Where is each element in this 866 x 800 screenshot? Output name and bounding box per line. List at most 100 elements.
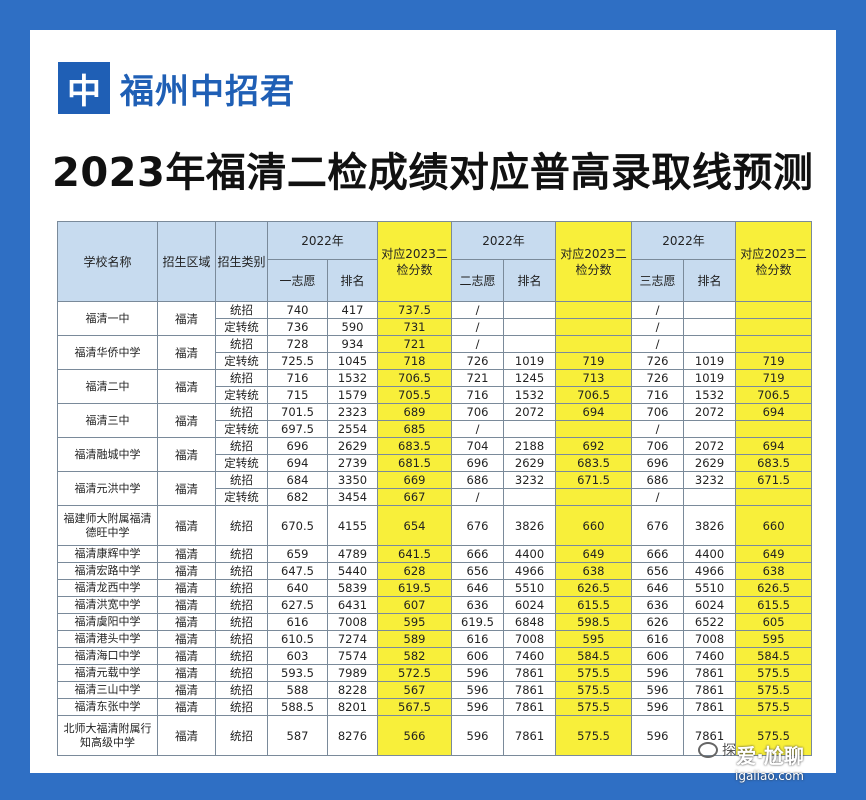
type-cell: 统招 (215, 579, 268, 597)
brand-logo: 中 (58, 62, 110, 114)
score-cell: 706.5 (555, 386, 633, 404)
score-cell: 2188 (503, 437, 557, 455)
table-body: 福清一中 福清 统招 740 417 737.5// 定转统 736 590 731// 福清华侨中… (57, 301, 813, 756)
score-cell: 682 (267, 488, 328, 506)
score-cell: 636 (451, 596, 505, 614)
score-cell: 6024 (503, 596, 557, 614)
score-cell: 686 (451, 471, 505, 489)
score-cell: 701.5 (267, 403, 328, 421)
score-cell: / (451, 335, 505, 353)
header-school: 学校名称 (57, 221, 158, 302)
score-cell: 706 (631, 437, 685, 455)
page-title: 2023年福清二检成绩对应普高录取线预测 (52, 150, 814, 196)
score-cell: 694 (555, 403, 633, 421)
score-cell: 5510 (683, 579, 737, 597)
score-cell: 596 (451, 715, 505, 756)
score-cell (683, 301, 737, 319)
area-cell: 福清 (157, 613, 216, 631)
score-cell: / (631, 318, 685, 336)
type-cell: 统招 (215, 403, 268, 421)
score-cell: 4400 (683, 545, 737, 563)
type-cell: 统招 (215, 596, 268, 614)
score-cell: 6848 (503, 613, 557, 631)
score-cell: 726 (631, 352, 685, 370)
score-cell: 2323 (326, 403, 379, 421)
score-cell: 671.5 (555, 471, 633, 489)
school-name-cell: 福建师大附属福清德旺中学 (57, 505, 158, 546)
score-cell: 4966 (503, 562, 557, 580)
score-cell (555, 318, 633, 336)
score-cell: 726 (451, 352, 505, 370)
score-cell (683, 335, 737, 353)
score-cell: 588.5 (267, 698, 328, 716)
table-row: 福清华侨中学 福清 统招 728 934 721// (57, 335, 813, 370)
score-cell (735, 318, 813, 336)
score-cell: 696 (267, 437, 328, 455)
score-cell: 683.5 (735, 454, 813, 472)
score-cell: 616 (267, 613, 328, 631)
score-cell: 681.5 (377, 454, 453, 472)
area-cell: 福清 (157, 596, 216, 614)
header-type: 招生类别 (215, 221, 268, 302)
score-cell: 588 (267, 681, 328, 699)
score-cell: 596 (451, 698, 505, 716)
school-name-cell: 福清元洪中学 (57, 471, 158, 506)
score-cell: 619.5 (451, 613, 505, 631)
score-cell: 686 (631, 471, 685, 489)
type-cell: 统招 (215, 664, 268, 682)
score-cell: 417 (326, 301, 379, 319)
score-cell: 575.5 (735, 715, 813, 756)
score-cell: / (631, 488, 685, 506)
table-row: 定转统 694 2739 681.5 696 2629 683.5 696 2629 683.5 (58, 454, 813, 472)
score-cell: 567 (377, 681, 453, 699)
score-cell: 575.5 (555, 681, 633, 699)
table-row: 福清宏路中学 福清 统招 647.5 5440 628 656 4966 638 656 4966 6… (57, 562, 813, 580)
score-cell: 7861 (503, 698, 557, 716)
score-cell: 590 (326, 318, 379, 336)
score-cell: 626.5 (555, 579, 633, 597)
score-cell: 6522 (683, 613, 737, 631)
score-cell: 670.5 (267, 505, 328, 546)
score-cell: 3232 (503, 471, 557, 489)
score-cell: 2554 (326, 420, 379, 438)
type-cell: 定转统 (215, 318, 268, 336)
score-cell: 610.5 (267, 630, 328, 648)
score-cell: 5510 (503, 579, 557, 597)
score-cell: 616 (451, 630, 505, 648)
school-name-cell: 福清三山中学 (57, 681, 158, 699)
type-cell: 定转统 (215, 420, 268, 438)
area-cell: 福清 (157, 545, 216, 563)
score-cell: / (451, 301, 505, 319)
score-cell: 1019 (683, 369, 737, 387)
score-cell: 736 (267, 318, 328, 336)
header-second-choice: 二志愿 (451, 259, 505, 302)
score-cell: 718 (377, 352, 453, 370)
score-cell: 2072 (683, 437, 737, 455)
score-cell: 1532 (326, 369, 379, 387)
table-row: 福清元载中学 福清 统招 593.5 7989 572.5 596 7861 575.5 596 7… (57, 664, 813, 682)
score-cell: 694 (267, 454, 328, 472)
score-cell: 689 (377, 403, 453, 421)
score-cell: 6024 (683, 596, 737, 614)
table-row: 福清一中 福清 统招 740 417 737.5// (57, 301, 813, 336)
score-cell: 649 (735, 545, 813, 563)
area-cell: 福清 (157, 647, 216, 665)
score-cell: 575.5 (555, 698, 633, 716)
header-third-choice: 三志愿 (631, 259, 685, 302)
score-cell: 2072 (683, 403, 737, 421)
score-cell: 4400 (503, 545, 557, 563)
header-2022-third: 2022年 (631, 221, 737, 260)
score-cell: 1019 (503, 352, 557, 370)
score-cell (503, 420, 557, 438)
score-cell: 3826 (503, 505, 557, 546)
score-cell: 704 (451, 437, 505, 455)
score-cell: 582 (377, 647, 453, 665)
score-cell: 676 (451, 505, 505, 546)
score-cell: 7861 (503, 664, 557, 682)
school-name-cell: 北师大福清附属行知高级中学 (57, 715, 158, 756)
score-cell: 726 (631, 369, 685, 387)
area-cell: 福清 (157, 630, 216, 648)
score-cell: 7460 (683, 647, 737, 665)
score-cell: 596 (631, 715, 685, 756)
school-name-cell: 福清东张中学 (57, 698, 158, 716)
